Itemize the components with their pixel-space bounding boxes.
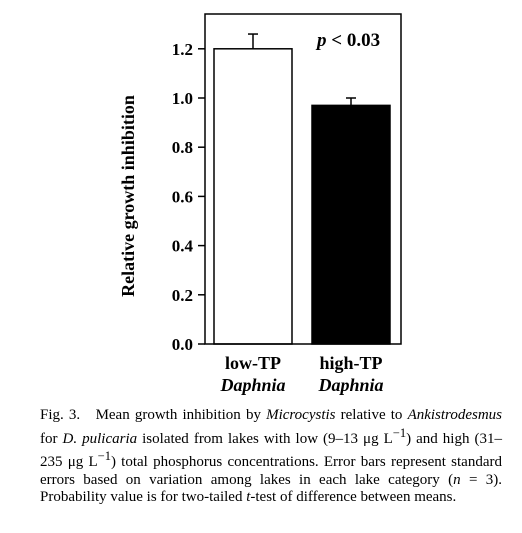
- x-category-sublabel: Daphnia: [219, 375, 285, 395]
- caption-italic-t: t: [246, 489, 251, 505]
- x-category-sublabel: Daphnia: [317, 375, 383, 395]
- x-category-label: high-TP: [319, 353, 382, 373]
- y-tick-label: 1.0: [172, 89, 193, 108]
- p-value-text: < 0.03: [327, 30, 381, 51]
- caption-text-1: Mean growth inhibition by: [95, 407, 267, 423]
- caption-text-7: = 3). Probability value is for two-taile…: [40, 471, 502, 506]
- caption-text-5: ) and high (31–235 μg L: [40, 430, 502, 471]
- bar-chart: Relative growth inhibition 0.00.20.40.60…: [118, 13, 402, 395]
- y-axis-label: Relative growth inhibition: [118, 95, 138, 297]
- x-category-label: low-TP: [225, 353, 281, 373]
- bars: [213, 33, 391, 345]
- caption-italic-d-pulicaria: D. pulicaria: [62, 430, 138, 447]
- caption-superscript-1: −1: [392, 425, 407, 440]
- caption-label: Fig. 3.: [40, 407, 81, 423]
- p-value-annotation: p < 0.03: [315, 30, 380, 51]
- caption-text-8: -test of difference between means.: [250, 489, 457, 505]
- plot-frame: [204, 13, 402, 345]
- bar: [311, 104, 391, 345]
- y-tick-label: 1.2: [172, 40, 193, 59]
- caption-text-2: relative to: [335, 407, 408, 423]
- caption-italic-n: n: [453, 471, 461, 488]
- caption-text-4: isolated from lakes with low (9–13 μg L: [137, 430, 393, 447]
- y-tick-label: 0.4: [172, 237, 194, 256]
- caption-text-6: ) total phosphorus concentrations. Error…: [40, 454, 502, 488]
- bar: [213, 48, 293, 345]
- caption-superscript-2: −1: [97, 449, 111, 463]
- y-axis-ticks: 0.0 0.2 0.4 0.6 0.8 1.0 1.2: [172, 40, 205, 354]
- caption-italic-microcystis: Microcystis: [266, 407, 336, 423]
- p-symbol: p: [315, 30, 327, 51]
- y-tick-label: 0.6: [172, 187, 193, 206]
- caption-italic-ankistrodesmus: Ankistrodesmus: [407, 407, 503, 423]
- y-tick-label: 0.8: [172, 138, 193, 157]
- y-tick-label: 0.2: [172, 286, 193, 305]
- caption-text-3: for: [40, 430, 63, 447]
- figure-caption: Fig. 3. Mean growth inhibition by Microc…: [40, 407, 502, 507]
- y-tick-label: 0.0: [172, 335, 193, 354]
